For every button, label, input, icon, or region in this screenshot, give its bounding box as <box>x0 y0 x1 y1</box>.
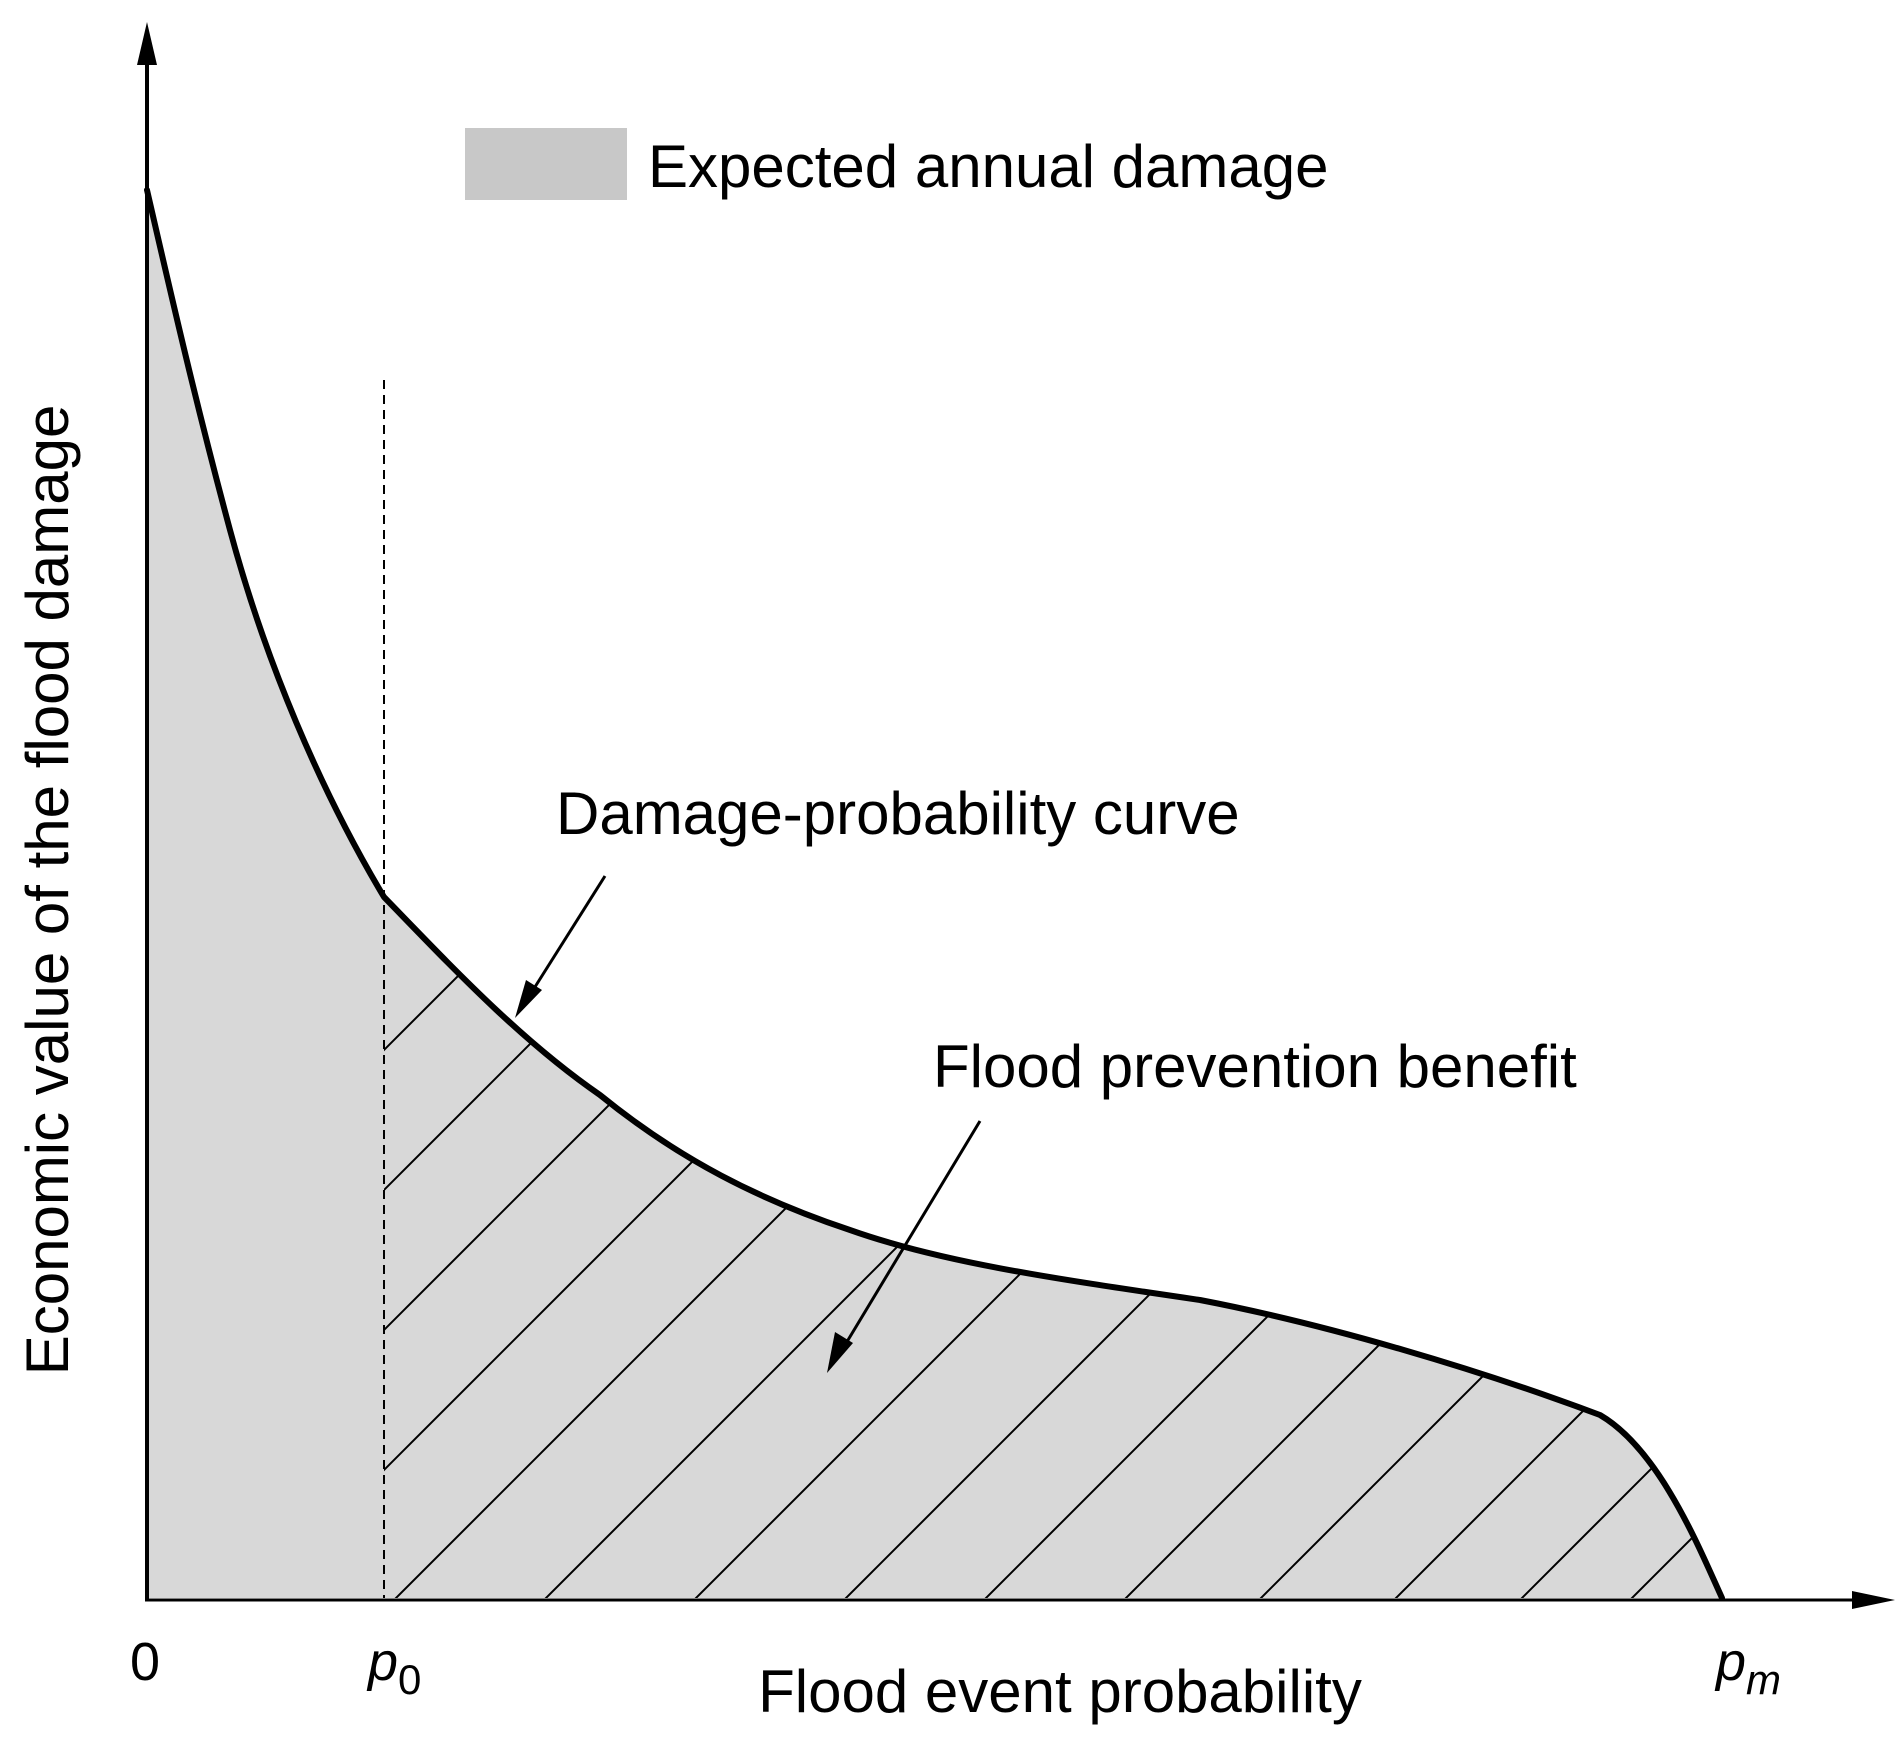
curve-annotation-label: Damage-probability curve <box>556 780 1240 847</box>
benefit-annotation-arrowhead <box>827 1332 853 1373</box>
expected-annual-damage-area <box>147 190 1722 1598</box>
y-axis-arrowhead <box>137 22 157 65</box>
p0-label: p0 <box>366 1632 421 1703</box>
y-axis-label: Economic value of the flood damage <box>14 405 81 1376</box>
x-axis-arrowhead <box>1852 1591 1895 1609</box>
curve-annotation-arrow <box>526 875 607 999</box>
legend-swatch <box>465 128 627 200</box>
pm-label: pm <box>1714 1632 1781 1703</box>
curve-annotation-arrowhead <box>515 980 542 1018</box>
benefit-annotation-arrow <box>840 1120 982 1351</box>
legend-label: Expected annual damage <box>648 133 1329 200</box>
x-axis-label: Flood event probability <box>758 1658 1362 1725</box>
origin-label: 0 <box>130 1632 160 1692</box>
benefit-annotation-label: Flood prevention benefit <box>933 1033 1577 1100</box>
damage-probability-curve <box>144 187 1725 1601</box>
